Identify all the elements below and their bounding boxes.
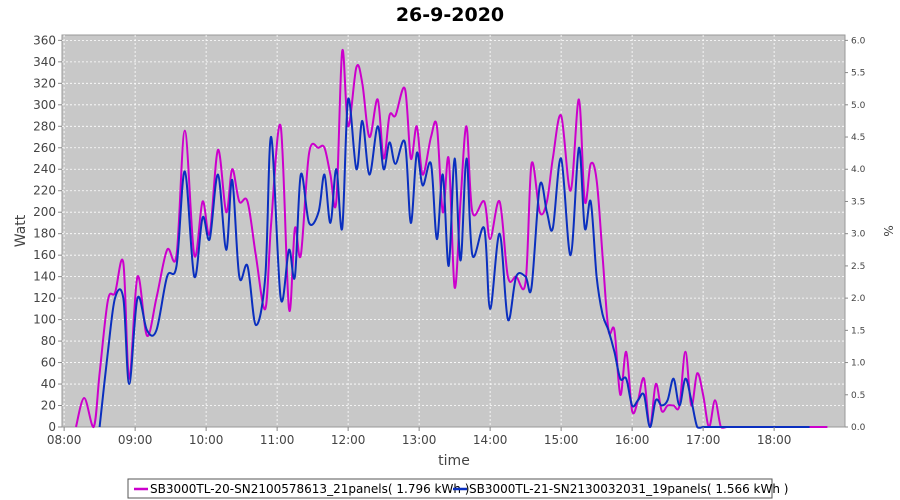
y-tick-label: 200 (33, 205, 56, 219)
y-tick-label: 40 (41, 377, 56, 391)
y2-tick-label: 1.0 (851, 359, 866, 369)
x-tick-label: 18:00 (757, 433, 792, 447)
y2-tick-label: 0.5 (851, 391, 865, 401)
chart-title: 26-9-2020 (396, 4, 504, 26)
y-tick-label: 220 (33, 184, 56, 198)
y2-tick-label: 1.5 (851, 326, 865, 336)
y2-tick-label: 0.0 (851, 423, 866, 433)
y2-tick-label: 4.0 (851, 165, 866, 175)
x-tick-label: 11:00 (260, 433, 295, 447)
y2-tick-label: 2.5 (851, 262, 865, 272)
y-tick-label: 280 (33, 119, 56, 133)
grid (62, 35, 845, 427)
y-axis-label: Watt (13, 214, 29, 247)
y-tick-label: 100 (33, 313, 56, 327)
tick-layer: 0 20 40 60 80 100 120 140 160 180 200 220 240 260 280 3… (33, 33, 865, 447)
y-tick-label: 240 (33, 162, 56, 176)
y-tick-label: 160 (33, 248, 56, 262)
series-layer (75, 48, 828, 429)
y-tick-label: 320 (33, 76, 56, 90)
y2-tick-label: 4.5 (851, 133, 865, 143)
x-tick-label: 16:00 (615, 433, 650, 447)
y2-axis-label: % (881, 225, 895, 236)
y-tick-label: 120 (33, 291, 56, 305)
y2-tick-label: 3.5 (851, 197, 865, 207)
x-tick-label: 08:00 (47, 433, 82, 447)
x-tick-label: 14:00 (473, 433, 508, 447)
y-tick-label: 360 (33, 33, 56, 47)
legend: SB3000TL-20-SN2100578613_21panels( 1.796… (127, 478, 788, 499)
y2-tick-label: 2.0 (851, 294, 866, 304)
y-tick-label: 180 (33, 227, 56, 241)
x-axis-label: time (438, 453, 470, 469)
y-tick-label: 80 (41, 334, 56, 348)
series-line (98, 97, 810, 429)
series-line (75, 48, 828, 429)
x-tick-label: 13:00 (402, 433, 437, 447)
y-tick-label: 0 (48, 420, 56, 434)
x-tick-label: 09:00 (118, 433, 153, 447)
y2-tick-label: 5.0 (851, 101, 866, 111)
y-tick-label: 300 (33, 98, 56, 112)
x-tick-label: 10:00 (189, 433, 224, 447)
y2-tick-label: 6.0 (851, 36, 866, 46)
x-tick-label: 17:00 (686, 433, 721, 447)
legend-entry: SB3000TL-20-SN2100578613_21panels( 1.796… (150, 482, 469, 496)
x-tick-label: 12:00 (331, 433, 366, 447)
y-tick-label: 20 (41, 399, 56, 413)
legend-entry: SB3000TL-21-SN2130032031_19panels( 1.566… (469, 482, 788, 496)
x-tick-label: 15:00 (544, 433, 579, 447)
y-tick-label: 140 (33, 270, 56, 284)
y2-tick-label: 3.0 (851, 230, 866, 240)
y2-tick-label: 5.5 (851, 69, 865, 79)
legend-box (127, 478, 773, 499)
y-tick-label: 340 (33, 55, 56, 69)
y-tick-label: 60 (41, 356, 56, 370)
y-tick-label: 260 (33, 141, 56, 155)
